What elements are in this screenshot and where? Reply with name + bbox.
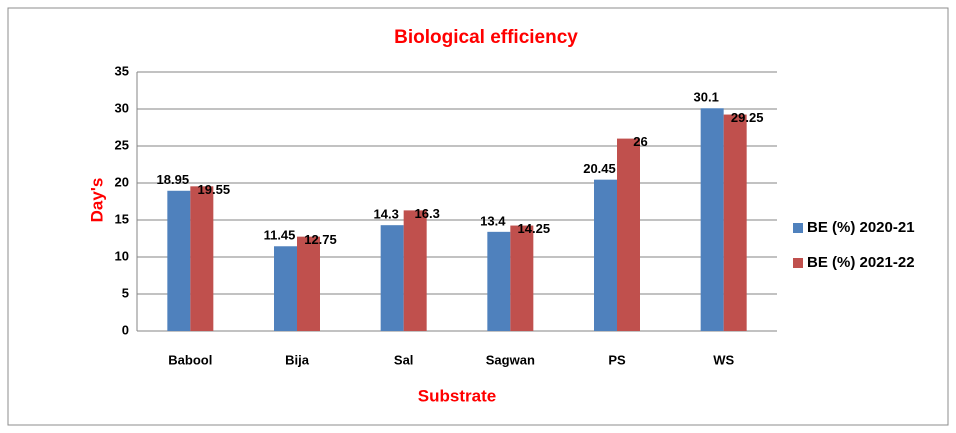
data-label: 19.55 <box>198 182 231 197</box>
legend-label: BE (%) 2021-22 <box>807 254 915 271</box>
legend-swatch <box>793 223 803 233</box>
x-axis-label: Substrate <box>418 386 496 405</box>
chart-title: Biological efficiency <box>394 27 578 48</box>
data-label: 13.4 <box>480 213 506 228</box>
x-tick-label: Babool <box>168 352 212 367</box>
y-tick-label: 25 <box>115 137 129 152</box>
y-tick-label: 0 <box>122 322 129 337</box>
data-label: 20.45 <box>583 161 616 176</box>
bar <box>297 236 320 331</box>
x-tick-label: WS <box>713 352 734 367</box>
bar <box>617 138 640 331</box>
bar <box>594 179 617 331</box>
chart-border <box>7 7 949 426</box>
data-label: 14.25 <box>518 221 551 236</box>
legend-swatch <box>793 258 803 268</box>
data-label: 18.95 <box>157 172 190 187</box>
bar <box>487 231 511 331</box>
bar <box>510 225 534 331</box>
x-tick-label: Bija <box>285 352 310 367</box>
data-label: 30.1 <box>694 90 719 105</box>
bar <box>700 108 724 331</box>
data-label: 26 <box>633 134 647 149</box>
bar <box>274 246 297 331</box>
data-label: 12.75 <box>304 232 337 247</box>
x-tick-label: Sagwan <box>486 352 535 367</box>
y-tick-label: 15 <box>115 211 129 226</box>
y-axis-label: Day's <box>87 178 106 223</box>
y-tick-label: 5 <box>122 285 129 300</box>
data-label: 29.25 <box>731 110 764 125</box>
bar <box>190 186 214 331</box>
x-tick-label: Sal <box>394 352 414 367</box>
bar <box>723 114 747 331</box>
data-label: 11.45 <box>264 228 296 243</box>
y-tick-label: 20 <box>115 174 129 189</box>
bar <box>167 190 191 331</box>
bar <box>403 210 427 331</box>
data-label: 16.3 <box>415 206 440 221</box>
y-tick-label: 35 <box>115 63 129 78</box>
y-tick-label: 30 <box>115 100 129 115</box>
y-tick-label: 10 <box>115 248 129 263</box>
data-label: 14.3 <box>374 207 399 222</box>
legend-label: BE (%) 2020-21 <box>807 219 915 236</box>
x-tick-label: PS <box>608 352 626 367</box>
bar <box>380 225 404 331</box>
